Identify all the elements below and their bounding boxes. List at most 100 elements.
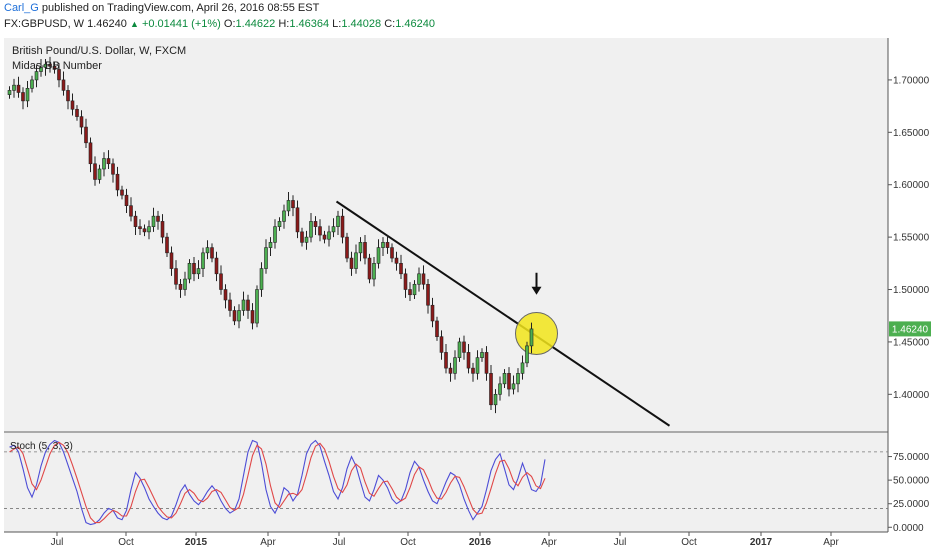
open-label: O: (223, 18, 236, 30)
candle-body (34, 71, 39, 81)
candle-body (246, 299, 250, 311)
candle-body (237, 310, 241, 322)
candle-body (196, 268, 201, 275)
candle-body (201, 252, 205, 269)
candles-group (7, 56, 534, 414)
candle-body (174, 268, 178, 285)
candle-body (435, 320, 439, 337)
time-tick-label: Oct (400, 537, 416, 548)
candle-body (21, 92, 25, 102)
candle-body (219, 273, 223, 290)
candle-body (331, 226, 336, 233)
close-label: C: (384, 18, 396, 30)
time-tick-label: Jul (333, 537, 346, 548)
price-tag-text: 1.46240 (892, 324, 929, 335)
candle-body (241, 299, 246, 311)
price-tick-label: 1.65000 (893, 128, 930, 139)
candle-body (327, 231, 331, 240)
time-tick-label: Oct (681, 537, 697, 548)
candle-body (124, 194, 129, 206)
high-label: H: (278, 18, 290, 30)
time-tick-label: Jul (614, 537, 627, 548)
close-value: 1.46240 (395, 18, 435, 30)
candle-body (529, 328, 534, 347)
candle-body (273, 226, 277, 243)
candle-body (403, 273, 408, 290)
candle-body (169, 252, 174, 269)
candle-body (462, 341, 466, 353)
candle-body (57, 69, 61, 81)
candle-body (444, 352, 448, 369)
candle-body (102, 158, 106, 170)
candle-body (151, 215, 156, 227)
candle-body (70, 100, 75, 110)
candle-body (97, 168, 102, 180)
symbol-label: FX:GBPUSD, W (4, 18, 85, 30)
candle-body (66, 90, 70, 102)
candle-body (475, 357, 480, 374)
time-axis: Jul Oct 2015 Apr Jul Oct 2016 Apr Jul Oct 2017 Apr (51, 532, 839, 548)
time-tick-label: Jul (51, 537, 64, 548)
stoch-axis: 75.0000 50.0000 25.0000 0.0000 (4, 451, 930, 534)
candle-body (111, 163, 115, 175)
candle-body (187, 263, 192, 280)
candle-body (25, 88, 30, 102)
candle-body (385, 242, 390, 248)
candle-body (502, 373, 507, 385)
candle-body (210, 247, 214, 259)
candle-body (39, 67, 43, 72)
highlight-circle[interactable] (515, 312, 558, 356)
candle-body (138, 226, 142, 230)
candle-body (75, 108, 79, 117)
low-value: 1.44028 (341, 18, 382, 30)
stoch-lines (9, 439, 546, 526)
candle-body (345, 236, 349, 259)
candle-body (426, 283, 430, 306)
candle-body (363, 242, 367, 259)
stoch-tick-label: 25.0000 (893, 499, 930, 510)
candle-body (309, 221, 313, 238)
annotations-group (335, 200, 671, 427)
change-value: +0.01441 (+1%) (141, 18, 221, 30)
trendline[interactable] (335, 200, 671, 427)
candle-body (286, 200, 291, 212)
last-price-text: 1.46240 (87, 18, 127, 30)
candle-body (457, 341, 462, 358)
candle-body (448, 367, 453, 374)
candle-body (354, 252, 358, 269)
chart-header: Carl_G published on TradingView.com, Apr… (0, 0, 932, 34)
publish-info: Carl_G published on TradingView.com, Apr… (4, 2, 319, 14)
candle-body (516, 373, 520, 385)
candle-body (48, 63, 52, 67)
price-tag-bg (889, 321, 931, 337)
arrow-down-icon[interactable] (531, 286, 542, 295)
candle-body (268, 242, 273, 248)
candle-body (412, 283, 417, 296)
price-tick-label: 1.40000 (893, 390, 930, 401)
candle-body (120, 189, 124, 196)
price-tick-label: 1.50000 (893, 285, 930, 296)
candle-body (165, 236, 169, 254)
candle-body (214, 257, 219, 275)
time-tick-label: Apr (823, 537, 839, 548)
candle-body (394, 257, 399, 264)
candle-body (349, 257, 354, 269)
triangle-up-icon: ▲ (129, 19, 139, 29)
candle-body (61, 79, 66, 91)
candle-body (228, 299, 232, 311)
price-axis: 1.70000 1.65000 1.60000 1.55000 1.50000 1.450… (888, 75, 930, 401)
price-tick-label: 1.55000 (893, 233, 930, 244)
open-value: 1.44622 (235, 18, 276, 30)
price-tick-label: 1.60000 (893, 180, 930, 191)
author-link[interactable]: Carl_G (4, 2, 39, 14)
candle-body (16, 84, 21, 93)
candle-body (106, 158, 111, 165)
candle-body (133, 215, 138, 227)
time-tick-label: Apr (260, 537, 276, 548)
time-tick-label: 2016 (469, 537, 492, 548)
candle-body (453, 357, 457, 374)
candle-body (295, 207, 300, 233)
candle-body (291, 200, 295, 209)
